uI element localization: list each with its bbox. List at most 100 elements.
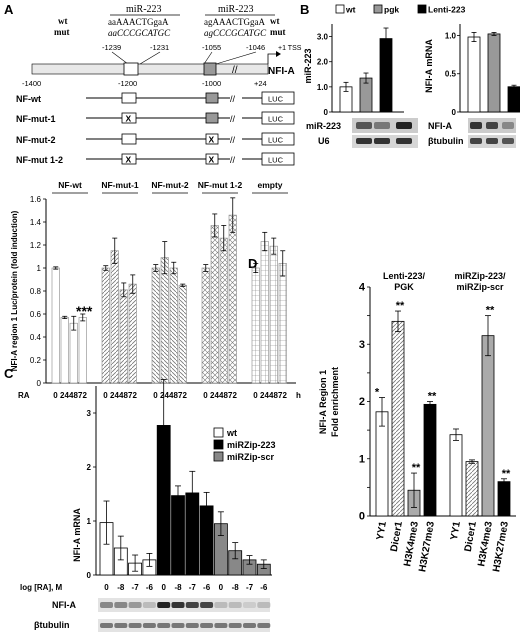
mir223-bar <box>379 38 393 113</box>
site-2-box <box>205 112 219 124</box>
site-2-box <box>205 133 219 145</box>
mir223-y-label: miR-223 <box>303 48 313 83</box>
break-mark: // <box>230 114 236 124</box>
nfia-bar <box>507 86 520 113</box>
panel-label-c: C <box>4 366 14 381</box>
x-tick-label: -8 <box>232 583 240 592</box>
x-tick-label: -8 <box>174 583 182 592</box>
legend-label: pgk <box>384 5 399 15</box>
x-prefix: RA <box>18 391 30 400</box>
mut-seq-2: agCCCGCATGC <box>204 28 267 38</box>
y-tick-label: 0.6 <box>30 310 42 319</box>
blot-band <box>228 602 242 608</box>
group-title: NF-mut-2 <box>151 180 189 190</box>
panel-label-d: D <box>248 256 257 271</box>
luc-box <box>261 132 295 146</box>
nfia-y-tick-label: 0.5 <box>445 70 457 79</box>
blot-band <box>356 122 372 129</box>
break-mark: // <box>230 94 236 104</box>
mut-seq-1: aaCCCGCATGC <box>108 28 171 38</box>
blot-band <box>100 602 113 608</box>
bar <box>210 225 219 384</box>
nfia-y-label: NFI-A mRNA <box>424 39 434 93</box>
bar <box>128 283 137 384</box>
y-axis-label: NFI-A region 1 Luc/protein (fold inducti… <box>10 210 19 371</box>
blot-label: U6 <box>318 136 330 146</box>
legend-swatch <box>213 427 224 438</box>
bar <box>423 403 437 517</box>
nfia-y-tick-label: 0 <box>452 108 457 117</box>
blot-band <box>257 602 271 608</box>
blot-band <box>228 623 242 628</box>
pos-minus-1046: -1046 <box>246 43 265 52</box>
blot-label: βtubulin <box>34 620 69 630</box>
nfia-bar <box>467 36 481 113</box>
luc-label: LUC <box>268 95 284 104</box>
bar <box>465 461 479 517</box>
x-tick-label: -6 <box>203 583 211 592</box>
bar <box>269 245 278 384</box>
x-tick-label: 48 <box>219 391 228 400</box>
bar <box>151 267 160 384</box>
construct-label: NF-mut 1-2 <box>16 155 63 165</box>
group-title: NF-mut 1-2 <box>198 180 243 190</box>
site-1-box <box>121 133 137 145</box>
promoter-schematic: miR-223 miR-223 wt mut aaAAACTGgaA aaCCC… <box>22 4 302 88</box>
panel-b: wt pgk Lenti-223 0 1.0 2.0 3.0 miR-223 0 0.5 1.0 NF… <box>303 4 520 148</box>
blot-band <box>396 122 412 129</box>
bar <box>449 434 463 517</box>
x-tick-label: 24 <box>210 391 219 400</box>
blot-band <box>200 602 214 608</box>
blot-band <box>157 602 171 608</box>
site-2-box <box>203 62 217 76</box>
group-title: miRZip-scr <box>456 282 504 292</box>
bar <box>481 335 495 517</box>
bar <box>391 320 405 517</box>
x-tick-label: 24 <box>160 391 169 400</box>
blot-band <box>185 602 199 608</box>
x-tick-label: 0 <box>53 391 58 400</box>
wt-seq-2: agAAACTGgaA <box>204 17 265 27</box>
bar <box>60 317 69 384</box>
y-tick-label: 1 <box>37 264 42 273</box>
significance-annotation: * <box>375 386 380 398</box>
x-tick-label: 48 <box>69 391 78 400</box>
blot-band <box>214 623 228 628</box>
significance-annotation: ** <box>486 305 495 317</box>
blot-label: βtubulin <box>428 136 463 146</box>
blot-label: NFI-A <box>52 600 76 610</box>
blot-band <box>200 623 214 628</box>
x-unit: h <box>296 391 301 400</box>
luc-label: LUC <box>268 156 284 165</box>
pos-minus-1231: -1231 <box>150 43 169 52</box>
bar <box>201 267 210 384</box>
blot-band <box>502 138 514 144</box>
x-tick-label: H3K27me3 <box>417 520 437 573</box>
mir223-y-tick-label: 1.0 <box>317 83 329 92</box>
x-tick-label: 0 <box>161 583 166 592</box>
chart-c-nfia-mrna: 0 1 2 3 NFI-A mRNA 0 -8 -7 -6 0 -8 -7 -6 0 -8 -7 -6 log [… <box>20 379 276 632</box>
group-title: NF-wt <box>58 180 82 190</box>
blot-band <box>128 623 142 628</box>
x-tick-label: 72 <box>128 391 137 400</box>
significance-annotation: ** <box>502 468 511 480</box>
legend-swatch <box>373 4 383 14</box>
mir-label-2: miR-223 <box>218 4 254 15</box>
x-tick-label: Dicer1 <box>389 520 405 552</box>
mir223-y-tick-label: 3.0 <box>317 33 329 42</box>
bar <box>51 267 60 384</box>
pos-minus-1055: -1055 <box>202 43 221 52</box>
group-title: PGK <box>394 282 414 292</box>
x-tick-label: -6 <box>146 583 154 592</box>
x-tick-label: 72 <box>78 391 87 400</box>
blot-band <box>142 602 156 608</box>
promoter-bar <box>31 63 269 75</box>
y-tick-label: 3 <box>359 339 365 351</box>
blot-band <box>100 623 113 628</box>
pos-minus-1239: -1239 <box>102 43 121 52</box>
y-tick-label: 4 <box>359 282 366 294</box>
legend-label: Lenti-223 <box>428 5 466 15</box>
bar <box>119 289 128 384</box>
significance-annotation: ** <box>412 462 421 474</box>
